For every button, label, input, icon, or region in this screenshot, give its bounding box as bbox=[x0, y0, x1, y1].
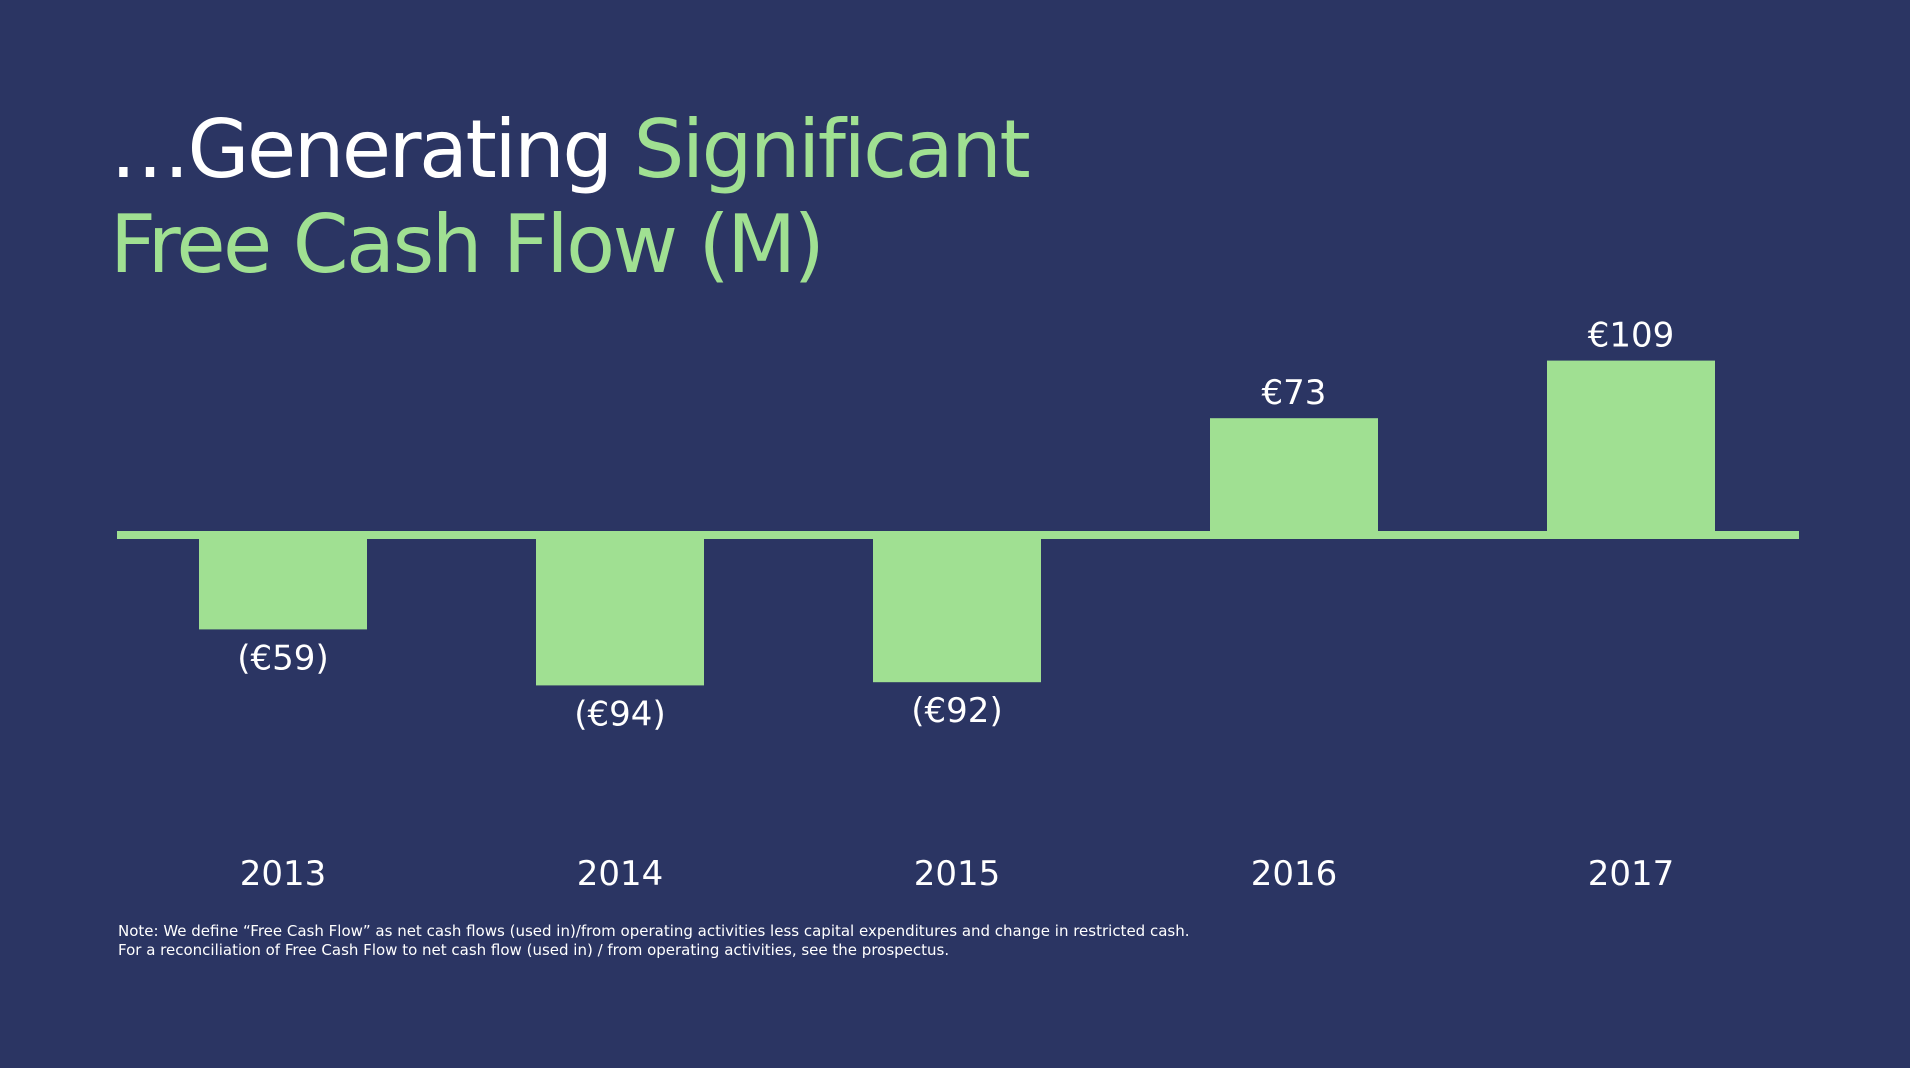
chart-title-line-1: …Generating Significant bbox=[110, 110, 1031, 190]
footnote-line-1: Note: We define “Free Cash Flow” as net … bbox=[118, 922, 1190, 940]
bar-2013 bbox=[199, 535, 367, 630]
bar-2016 bbox=[1210, 418, 1378, 535]
footnote-line-2: For a reconciliation of Free Cash Flow t… bbox=[118, 941, 950, 959]
data-label-2017: €109 bbox=[1588, 316, 1675, 356]
data-label-2013: (€59) bbox=[237, 638, 328, 678]
bar-2015 bbox=[873, 535, 1041, 683]
footnote: Note: We define “Free Cash Flow” as net … bbox=[118, 922, 1518, 960]
x-tick-label-2017: 2017 bbox=[1588, 854, 1675, 894]
data-label-2016: €73 bbox=[1262, 373, 1327, 413]
bar-2014 bbox=[536, 535, 704, 686]
chart-title-line-2: Free Cash Flow (M) bbox=[110, 198, 825, 291]
data-label-2015: (€92) bbox=[911, 691, 1002, 731]
x-tick-label-2014: 2014 bbox=[577, 854, 664, 894]
title-white-part: …Generating bbox=[110, 103, 613, 196]
x-tick-label-2013: 2013 bbox=[240, 854, 327, 894]
bar-chart: (€59) 2013 (€94) 2014 (€92) 2015 €73 2016 €109 20… bbox=[117, 316, 1799, 894]
title-green-part: Significant bbox=[633, 103, 1031, 196]
bar-2017 bbox=[1547, 360, 1715, 535]
data-label-2014: (€94) bbox=[574, 694, 665, 734]
x-tick-label-2016: 2016 bbox=[1251, 854, 1338, 894]
x-tick-label-2015: 2015 bbox=[914, 854, 1001, 894]
